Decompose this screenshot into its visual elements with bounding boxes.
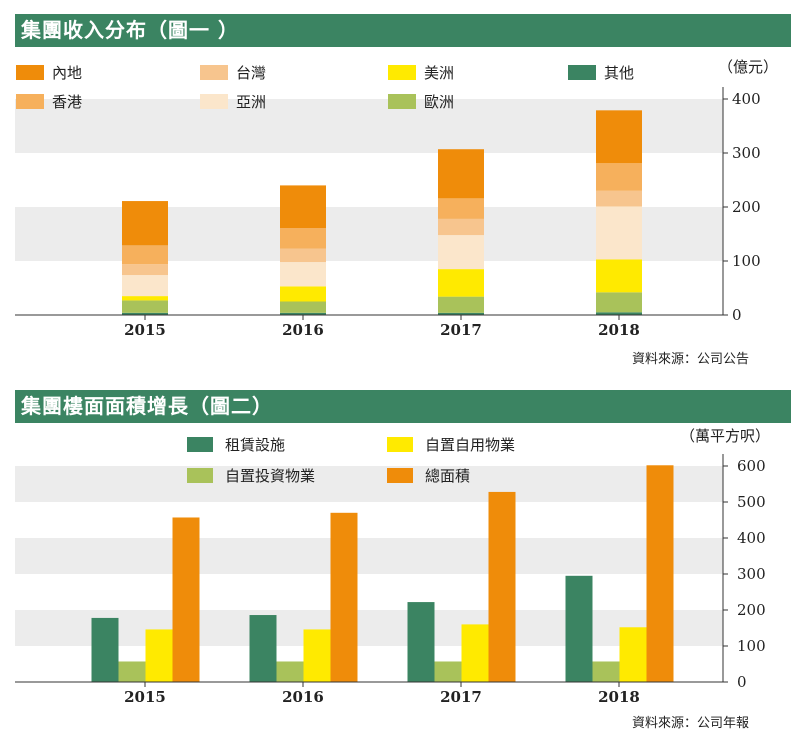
c2-y-tick-label-0: 0 xyxy=(737,673,747,691)
c2-grid-band-2 xyxy=(15,538,723,574)
c2-x-label-2018: 2018 xyxy=(598,688,640,706)
c1-legend-label-3: 其他 xyxy=(604,64,634,82)
c1-bar-2017-s6 xyxy=(438,149,484,199)
c2-legend-label-1: 自置自用物業 xyxy=(425,436,515,454)
c2-legend-label-0: 租賃設施 xyxy=(225,436,285,454)
c1-x-label-2016: 2016 xyxy=(282,321,324,339)
c2-bar-2016-s0 xyxy=(249,615,277,682)
c1-legend-swatch-3 xyxy=(568,65,596,80)
c1-legend-label-4: 香港 xyxy=(52,93,82,111)
c2-x-label-2015: 2015 xyxy=(124,688,166,706)
c2-legend-swatch-2 xyxy=(187,468,213,483)
c2-bar-2017-s1 xyxy=(434,661,462,682)
c1-legend-label-0: 內地 xyxy=(52,64,82,82)
c2-legend-swatch-1 xyxy=(387,437,413,452)
c2-bar-2018-s1 xyxy=(592,661,620,682)
chart1-unit-label: （億元） xyxy=(718,58,778,76)
c1-legend-swatch-4 xyxy=(16,94,44,109)
c1-bar-2017-s0 xyxy=(438,312,484,315)
c2-bar-2018-s0 xyxy=(565,575,593,682)
c1-legend-label-5: 亞洲 xyxy=(236,93,266,111)
c1-bar-2016-s6 xyxy=(280,185,326,229)
c1-bar-2018-s2 xyxy=(596,259,642,293)
chart2-title-banner: 集團樓面面積增長（圖二） xyxy=(15,390,791,423)
c1-bar-2017-s1 xyxy=(438,296,484,313)
c1-x-label-2015: 2015 xyxy=(124,321,166,339)
c1-y-tick-label-1: 100 xyxy=(732,252,761,270)
chart1-source: 資料來源：公司公告 xyxy=(632,352,749,367)
c1-legend-swatch-1 xyxy=(200,65,228,80)
c1-y-tick-label-0: 0 xyxy=(732,306,742,324)
c2-x-label-2017: 2017 xyxy=(440,688,482,706)
c1-bar-2015-s5 xyxy=(122,245,168,265)
c1-bar-2018-s6 xyxy=(596,110,642,164)
c2-bar-2016-s2 xyxy=(303,629,331,682)
c1-bar-2018-s5 xyxy=(596,163,642,191)
c1-bar-2016-s3 xyxy=(280,262,326,287)
c1-y-tick-label-2: 200 xyxy=(732,198,761,216)
c2-grid-band-0 xyxy=(15,466,723,502)
c1-bar-2016-s2 xyxy=(280,286,326,302)
c2-x-label-2016: 2016 xyxy=(282,688,324,706)
c1-legend-swatch-5 xyxy=(200,94,228,109)
c1-bar-2017-s4 xyxy=(438,218,484,236)
c1-bar-2018-s4 xyxy=(596,190,642,207)
c2-bar-2018-s2 xyxy=(619,627,647,682)
c2-y-tick-label-2: 200 xyxy=(737,601,766,619)
c2-bar-2018-s3 xyxy=(646,465,674,682)
c1-legend-swatch-2 xyxy=(388,65,416,80)
c1-legend-label-1: 台灣 xyxy=(236,64,266,82)
c2-y-tick-label-6: 600 xyxy=(737,457,766,475)
c1-x-label-2017: 2017 xyxy=(440,321,482,339)
c1-bar-2017-s3 xyxy=(438,235,484,270)
c1-bar-2016-s4 xyxy=(280,248,326,263)
c1-bar-2016-s5 xyxy=(280,228,326,249)
c2-y-tick-label-4: 400 xyxy=(737,529,766,547)
c2-legend-label-2: 自置投資物業 xyxy=(225,467,315,485)
c1-x-label-2018: 2018 xyxy=(598,321,640,339)
chart2-area: 01002003004005006002015 2016 2017 2018租賃設施自… xyxy=(15,436,766,706)
c1-y-tick-label-4: 400 xyxy=(732,90,761,108)
c2-y-tick-label-3: 300 xyxy=(737,565,766,583)
c1-bar-2015-s6 xyxy=(122,201,168,246)
c2-legend-swatch-3 xyxy=(387,468,413,483)
c2-bar-2016-s1 xyxy=(276,661,304,682)
c2-y-tick-label-5: 500 xyxy=(737,493,766,511)
c2-legend-swatch-0 xyxy=(187,437,213,452)
c2-bar-2016-s3 xyxy=(330,512,358,682)
c2-grid-band-4 xyxy=(15,610,723,646)
c2-bar-2017-s2 xyxy=(461,624,489,682)
c2-bar-2017-s0 xyxy=(407,602,435,682)
c1-bar-2016-s1 xyxy=(280,301,326,313)
chart1-title-banner: 集團收入分布（圖一 ） xyxy=(15,14,791,47)
c1-bar-2018-s3 xyxy=(596,206,642,260)
chart2-unit-label: （萬平方呎） xyxy=(680,427,770,445)
c1-bar-2016-s0 xyxy=(280,312,326,315)
c1-legend-swatch-0 xyxy=(16,65,44,80)
c1-bar-2018-s1 xyxy=(596,292,642,313)
c2-bar-2015-s2 xyxy=(145,629,173,682)
c2-bar-2015-s3 xyxy=(172,517,200,682)
c2-bar-2015-s1 xyxy=(118,661,146,682)
c1-bar-2017-s5 xyxy=(438,198,484,219)
c1-legend-label-6: 歐洲 xyxy=(424,93,454,111)
chart2-source: 資料來源：公司年報 xyxy=(632,716,749,731)
c1-legend-swatch-6 xyxy=(388,94,416,109)
c1-legend-label-2: 美洲 xyxy=(424,64,454,82)
c1-bar-2017-s2 xyxy=(438,269,484,297)
c2-bar-2015-s0 xyxy=(91,617,119,682)
c1-bar-2015-s2 xyxy=(122,296,168,301)
c1-bar-2018-s0 xyxy=(596,312,642,315)
c2-bar-2017-s3 xyxy=(488,491,516,682)
c1-bar-2015-s0 xyxy=(122,312,168,315)
c2-y-tick-label-1: 100 xyxy=(737,637,766,655)
c2-legend-label-3: 總面積 xyxy=(425,467,470,485)
c1-bar-2015-s4 xyxy=(122,264,168,276)
c1-bar-2015-s3 xyxy=(122,275,168,297)
c1-bar-2015-s1 xyxy=(122,300,168,313)
c1-y-tick-label-3: 300 xyxy=(732,144,761,162)
